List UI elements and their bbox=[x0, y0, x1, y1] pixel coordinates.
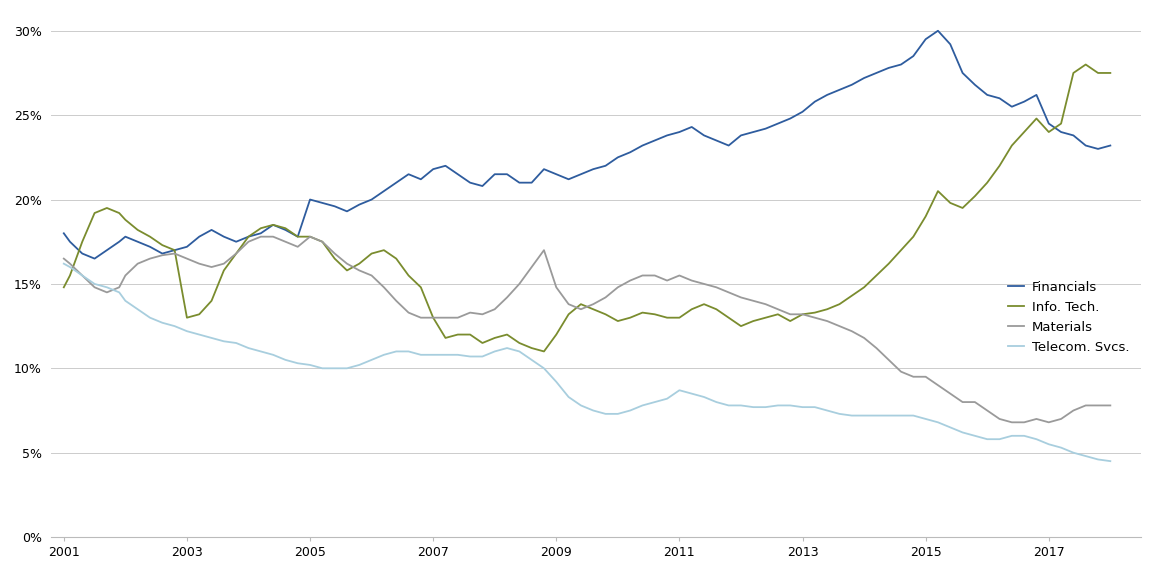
Line: Financials: Financials bbox=[64, 31, 1110, 258]
Info. Tech. bbox=[537, 348, 551, 355]
Info. Tech. bbox=[1103, 69, 1117, 76]
Financials bbox=[587, 166, 601, 172]
Telecom. Svcs. bbox=[352, 362, 366, 368]
Line: Info. Tech.: Info. Tech. bbox=[64, 65, 1110, 351]
Telecom. Svcs. bbox=[217, 338, 231, 345]
Legend: Financials, Info. Tech., Materials, Telecom. Svcs.: Financials, Info. Tech., Materials, Tele… bbox=[1003, 275, 1134, 359]
Materials bbox=[1103, 402, 1117, 409]
Line: Telecom. Svcs.: Telecom. Svcs. bbox=[64, 264, 1110, 461]
Line: Materials: Materials bbox=[64, 237, 1110, 422]
Info. Tech. bbox=[352, 260, 366, 267]
Financials bbox=[931, 28, 945, 34]
Financials bbox=[88, 255, 102, 262]
Telecom. Svcs. bbox=[907, 412, 921, 419]
Materials bbox=[217, 260, 231, 267]
Info. Tech. bbox=[1079, 61, 1093, 68]
Materials bbox=[365, 272, 379, 279]
Financials bbox=[1103, 142, 1117, 149]
Materials bbox=[918, 374, 932, 380]
Info. Tech. bbox=[587, 306, 601, 313]
Info. Tech. bbox=[487, 335, 501, 342]
Financials bbox=[291, 233, 305, 240]
Financials bbox=[365, 196, 379, 203]
Telecom. Svcs. bbox=[487, 348, 501, 355]
Materials bbox=[254, 233, 268, 240]
Info. Tech. bbox=[57, 284, 70, 291]
Materials bbox=[291, 244, 305, 250]
Telecom. Svcs. bbox=[1103, 458, 1117, 465]
Materials bbox=[57, 255, 70, 262]
Financials bbox=[229, 238, 243, 245]
Info. Tech. bbox=[217, 267, 231, 274]
Materials bbox=[500, 294, 514, 301]
Telecom. Svcs. bbox=[278, 356, 292, 363]
Telecom. Svcs. bbox=[57, 260, 70, 267]
Info. Tech. bbox=[278, 225, 292, 231]
Materials bbox=[1005, 419, 1019, 426]
Telecom. Svcs. bbox=[574, 402, 588, 409]
Materials bbox=[587, 301, 601, 308]
Financials bbox=[918, 36, 932, 42]
Info. Tech. bbox=[918, 213, 932, 220]
Financials bbox=[500, 171, 514, 178]
Financials bbox=[57, 230, 70, 237]
